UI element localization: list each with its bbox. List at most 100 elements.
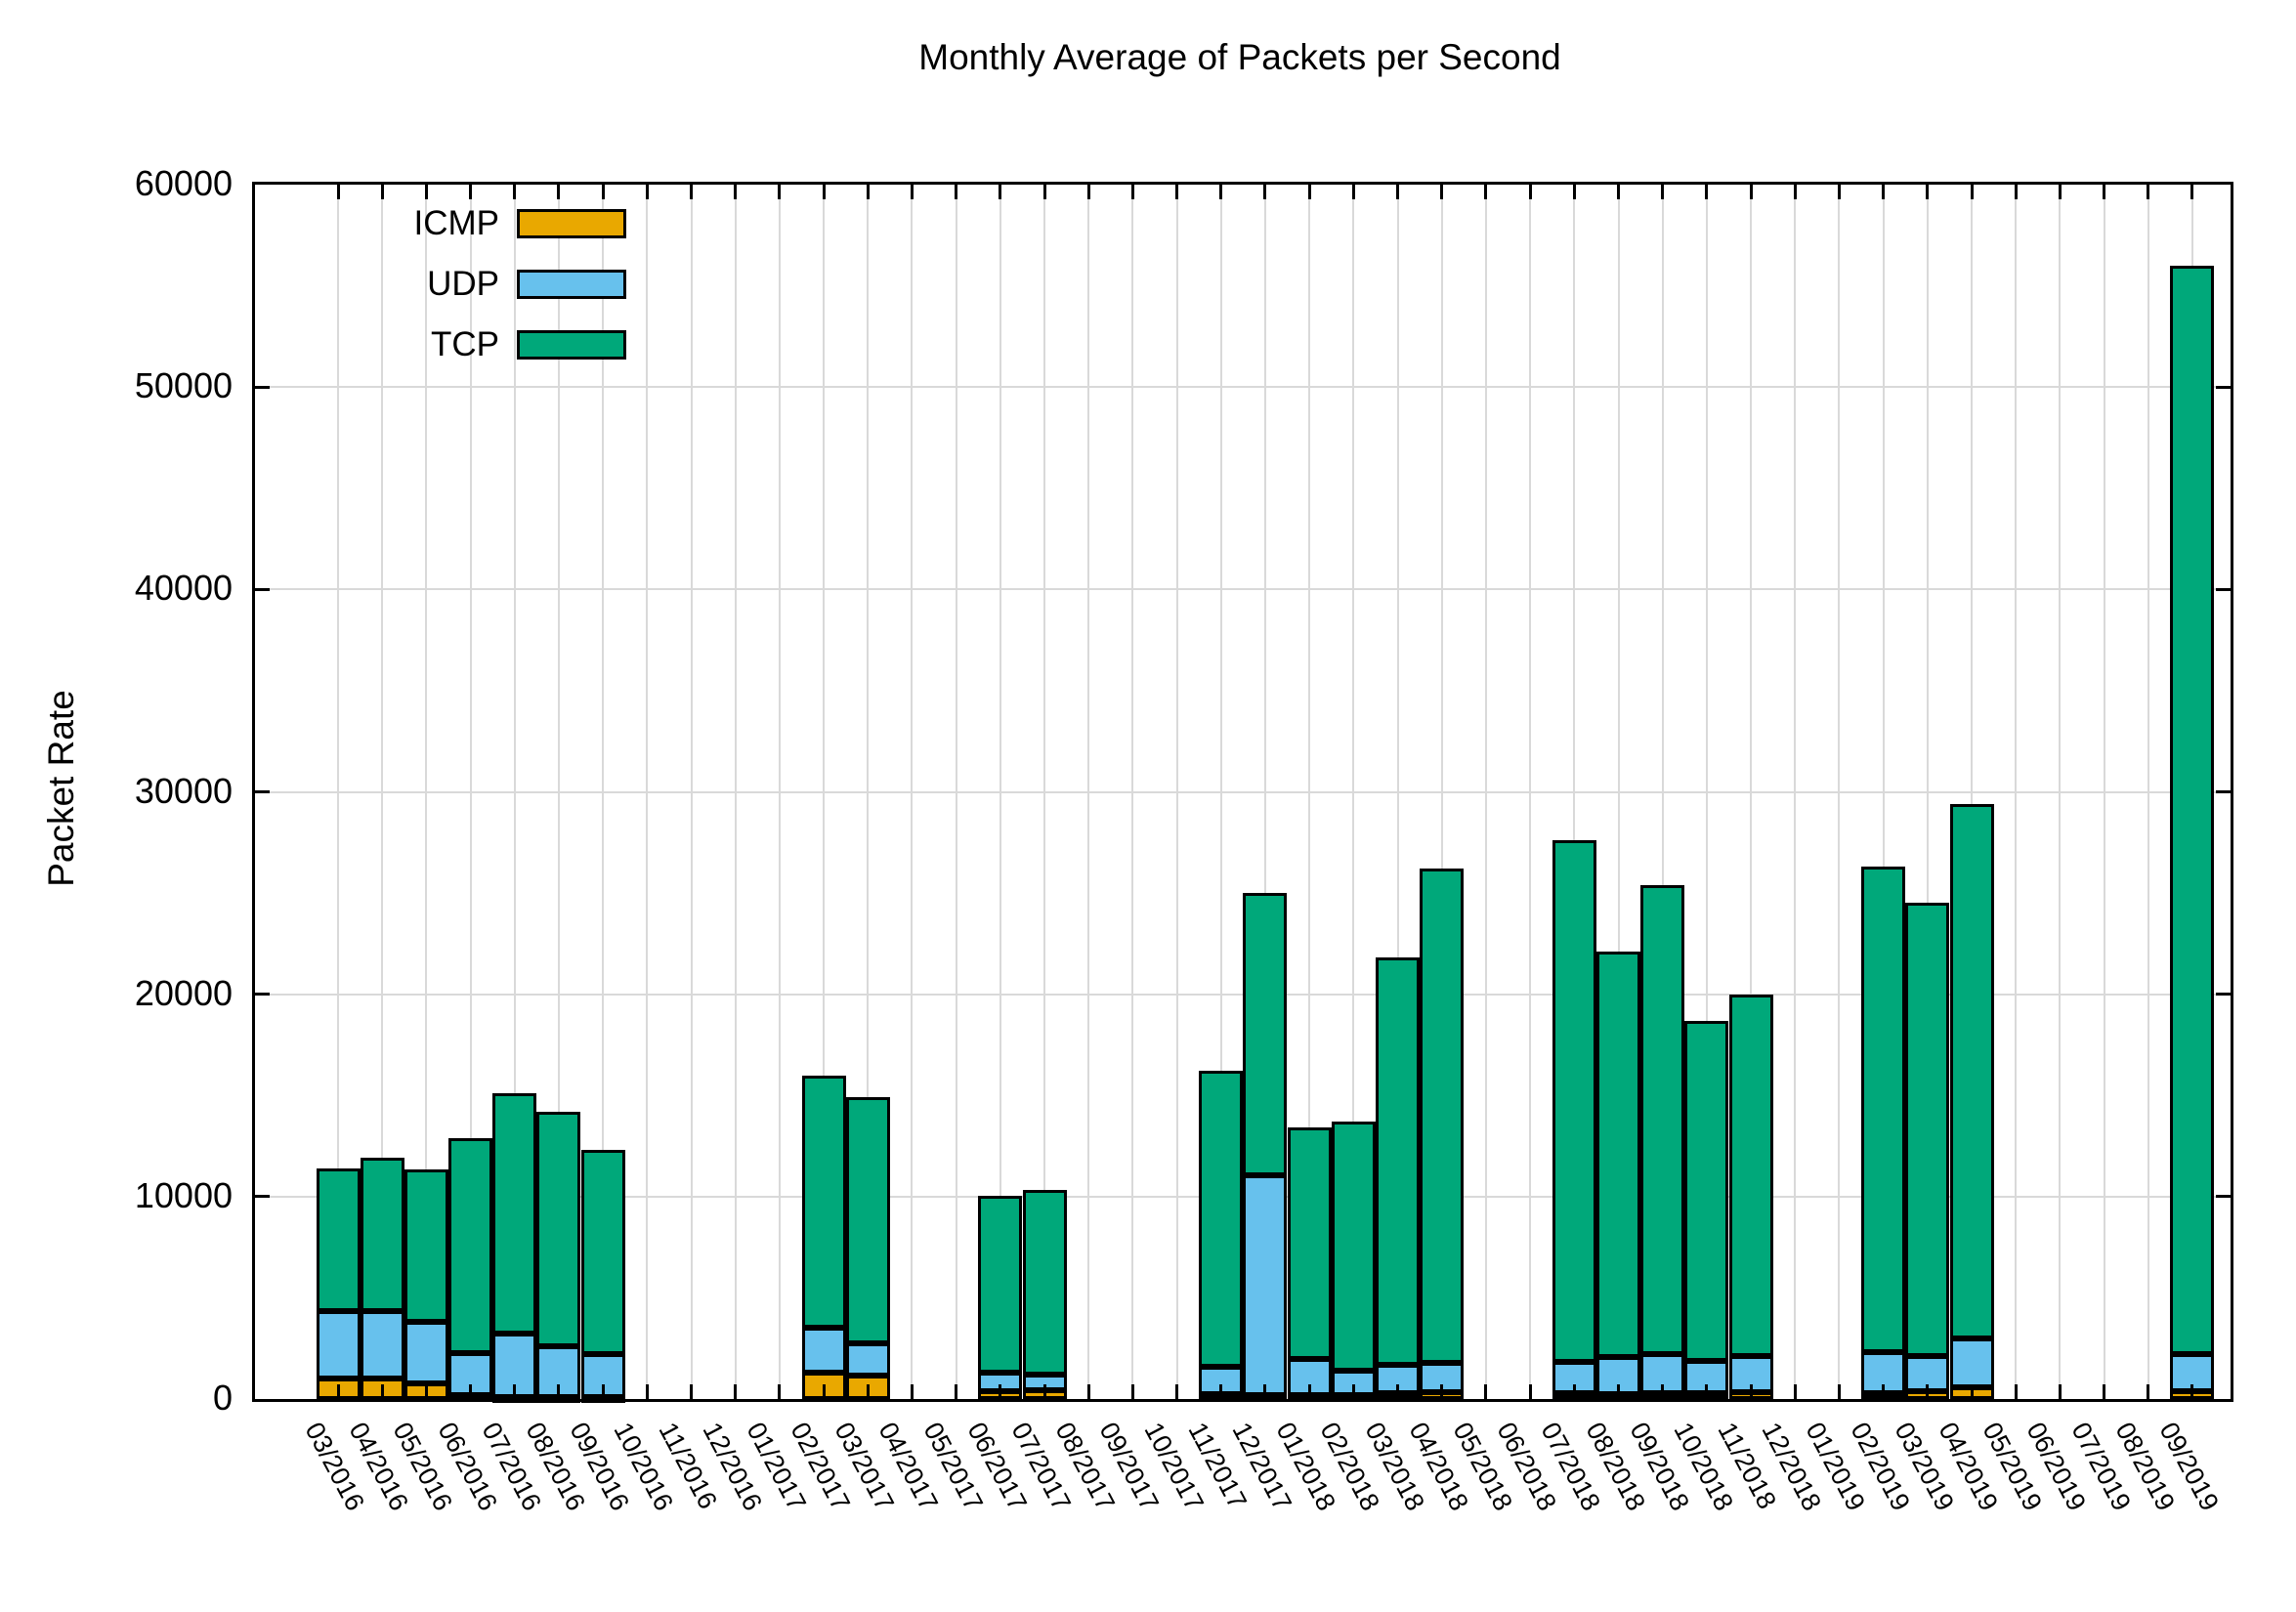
x-tick-top [645, 185, 649, 199]
x-tick-bottom [1396, 1384, 1400, 1399]
y-tick-right [2216, 993, 2231, 997]
x-tick-top [866, 185, 870, 199]
y-tick-label: 40000 [134, 568, 233, 609]
x-tick-top [1086, 185, 1090, 199]
x-tick-top [424, 185, 428, 199]
bar-segment-tcp [1684, 1020, 1729, 1361]
y-tick-left [255, 790, 270, 793]
y-tick-right [2216, 385, 2231, 389]
x-tick-top [1882, 185, 1886, 199]
x-gridline [1043, 185, 1046, 1399]
x-gridline [1352, 185, 1355, 1399]
legend-row-icmp: ICMP [372, 204, 626, 243]
x-tick-bottom [955, 1384, 958, 1399]
x-tick-bottom [1572, 1384, 1576, 1399]
x-tick-top [380, 185, 384, 199]
x-gridline [1440, 185, 1443, 1399]
x-tick-bottom [2058, 1384, 2062, 1399]
bar-segment-udp [316, 1310, 361, 1379]
x-tick-bottom [336, 1384, 340, 1399]
x-tick-bottom [2190, 1384, 2194, 1399]
x-gridline [1926, 185, 1929, 1399]
x-tick-bottom [1484, 1384, 1488, 1399]
x-gridline [867, 185, 870, 1399]
x-gridline [469, 185, 472, 1399]
bar-segment-tcp [316, 1167, 361, 1311]
bar-segment-udp [845, 1343, 890, 1377]
x-gridline [778, 185, 781, 1399]
bar-segment-tcp [1949, 803, 1994, 1338]
x-tick-bottom [1661, 1384, 1665, 1399]
bar-segment-tcp [1552, 840, 1596, 1362]
bar-segment-tcp [1596, 952, 1640, 1357]
plot-area: ICMP UDP TCP [252, 182, 2233, 1403]
x-tick-top [601, 185, 605, 199]
x-gridline [425, 185, 428, 1399]
y-tick-left [255, 993, 270, 997]
x-tick-top [1926, 185, 1930, 199]
bar-segment-tcp [1376, 957, 1421, 1365]
x-gridline [955, 185, 957, 1399]
x-tick-bottom [380, 1384, 384, 1399]
x-tick-bottom [2147, 1384, 2150, 1399]
legend-row-udp: UDP [372, 265, 626, 304]
x-tick-bottom [1440, 1384, 1444, 1399]
bar-segment-tcp [536, 1111, 581, 1347]
bar-segment-udp [1243, 1174, 1288, 1396]
y-tick-label: 60000 [134, 163, 233, 203]
x-tick-top [1263, 185, 1267, 199]
x-tick-top [1219, 185, 1223, 199]
bar-segment-tcp [2170, 265, 2215, 1355]
x-tick-top [1175, 185, 1179, 199]
x-gridline [337, 185, 339, 1399]
x-gridline [1175, 185, 1178, 1399]
bar-segment-tcp [978, 1195, 1023, 1374]
x-tick-bottom [557, 1384, 561, 1399]
x-tick-top [734, 185, 738, 199]
x-gridline [1705, 185, 1708, 1399]
x-gridline [602, 185, 605, 1399]
x-gridline [1838, 185, 1841, 1399]
x-tick-bottom [690, 1384, 694, 1399]
x-tick-top [1440, 185, 1444, 199]
x-tick-top [955, 185, 958, 199]
bar-segment-tcp [404, 1168, 448, 1323]
x-gridline [1263, 185, 1266, 1399]
y-tick-left [255, 385, 270, 389]
x-tick-bottom [1926, 1384, 1930, 1399]
x-tick-bottom [1042, 1384, 1046, 1399]
x-tick-bottom [513, 1384, 517, 1399]
bar-segment-tcp [1331, 1122, 1376, 1371]
x-gridline [1661, 185, 1664, 1399]
bar-segment-udp [360, 1310, 404, 1379]
x-tick-bottom [1307, 1384, 1311, 1399]
x-tick-bottom [645, 1384, 649, 1399]
x-tick-bottom [601, 1384, 605, 1399]
legend-swatch-udp [517, 270, 626, 299]
bar-segment-tcp [1640, 884, 1685, 1354]
bar-segment-tcp [1420, 869, 1465, 1364]
x-gridline [999, 185, 1001, 1399]
x-tick-top [1351, 185, 1355, 199]
bar-segment-udp [1331, 1370, 1376, 1396]
x-tick-bottom [1970, 1384, 1974, 1399]
bar-segment-tcp [580, 1150, 625, 1355]
x-tick-top [2014, 185, 2018, 199]
bar-segment-tcp [1861, 867, 1906, 1353]
x-tick-top [336, 185, 340, 199]
x-tick-bottom [734, 1384, 738, 1399]
x-tick-top [513, 185, 517, 199]
y-gridline [255, 993, 2231, 996]
x-tick-top [1396, 185, 1400, 199]
x-tick-bottom [910, 1384, 914, 1399]
x-tick-bottom [2103, 1384, 2106, 1399]
y-tick-left [255, 587, 270, 591]
x-gridline [381, 185, 384, 1399]
bar-segment-tcp [1728, 994, 1773, 1356]
bar-segment-tcp [448, 1137, 493, 1354]
x-tick-top [1705, 185, 1709, 199]
x-gridline [1308, 185, 1311, 1399]
x-gridline [1219, 185, 1222, 1399]
x-gridline [734, 185, 737, 1399]
